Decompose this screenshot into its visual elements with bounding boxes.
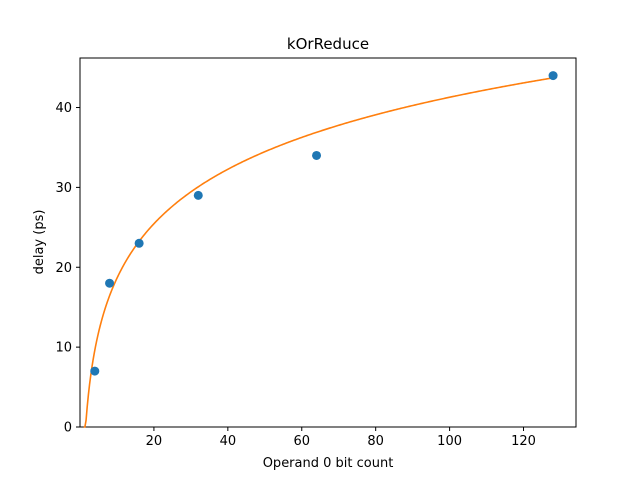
x-axis-ticks: 20 40 60 80 100 120 bbox=[146, 427, 536, 449]
x-tick-label-40: 40 bbox=[220, 434, 237, 449]
x-tick-label-100: 100 bbox=[437, 434, 462, 449]
chart-title: kOrReduce bbox=[287, 35, 369, 53]
y-axis-ticks: 0 10 20 30 40 bbox=[55, 101, 80, 436]
y-tick-label-40: 40 bbox=[55, 101, 72, 116]
x-tick-label-80: 80 bbox=[367, 434, 384, 449]
data-point-16 bbox=[134, 238, 144, 248]
data-point-32 bbox=[193, 190, 203, 200]
x-tick-label-20: 20 bbox=[146, 434, 163, 449]
data-point-8 bbox=[105, 278, 115, 288]
x-tick-label-120: 120 bbox=[511, 434, 536, 449]
fit-curve-layer bbox=[83, 77, 554, 428]
x-tick-label-60: 60 bbox=[293, 434, 310, 449]
y-tick-label-10: 10 bbox=[55, 341, 72, 356]
plot-frame bbox=[79, 57, 577, 428]
x-axis-label: Operand 0 bit count bbox=[263, 456, 394, 471]
y-tick-label-0: 0 bbox=[64, 421, 72, 436]
data-points-layer bbox=[90, 71, 558, 376]
data-point-128 bbox=[548, 71, 558, 81]
y-tick-label-20: 20 bbox=[55, 261, 72, 276]
fit-curve-line bbox=[83, 77, 554, 428]
y-tick-label-30: 30 bbox=[55, 181, 72, 196]
data-point-64 bbox=[312, 150, 322, 160]
data-point-4 bbox=[90, 366, 100, 376]
y-axis-label: delay (ps) bbox=[32, 210, 47, 275]
